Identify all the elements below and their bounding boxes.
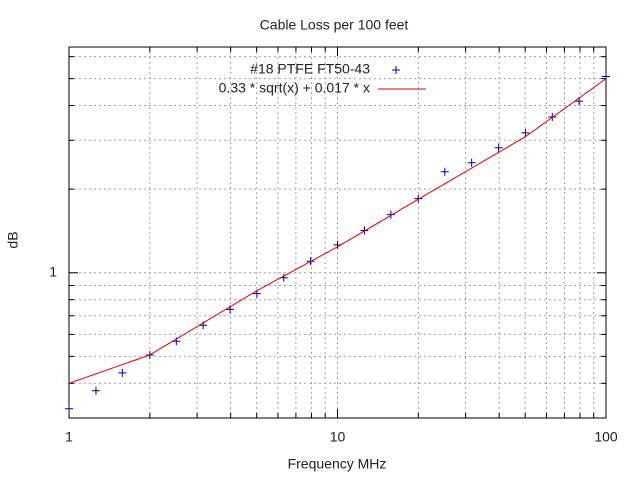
data-point: [386, 210, 395, 219]
x-axis-label: Frequency MHz: [288, 456, 387, 472]
x-tick-label: 100: [594, 429, 618, 445]
x-tick-label: 1: [65, 429, 73, 445]
fit-line: [68, 78, 607, 384]
x-tick-label: 10: [330, 429, 346, 445]
data-point: [65, 404, 73, 413]
legend-swatch: [392, 66, 400, 74]
legend-label: 0.33 * sqrt(x) + 0.017 * x: [219, 80, 370, 96]
data-point: [414, 194, 423, 203]
data-point: [602, 72, 610, 81]
data-point: [91, 386, 100, 395]
chart-title: Cable Loss per 100 feet: [260, 17, 409, 33]
data-point: [467, 158, 476, 167]
legend-label: #18 PTFE FT50-43: [250, 61, 370, 77]
data-point: [494, 143, 503, 152]
data-point: [118, 368, 127, 377]
plot-frame: [68, 46, 607, 419]
y-axis-label: dB: [5, 231, 21, 248]
y-tick-label: 1: [49, 263, 57, 279]
data-point: [521, 128, 530, 137]
data-point: [440, 167, 449, 176]
